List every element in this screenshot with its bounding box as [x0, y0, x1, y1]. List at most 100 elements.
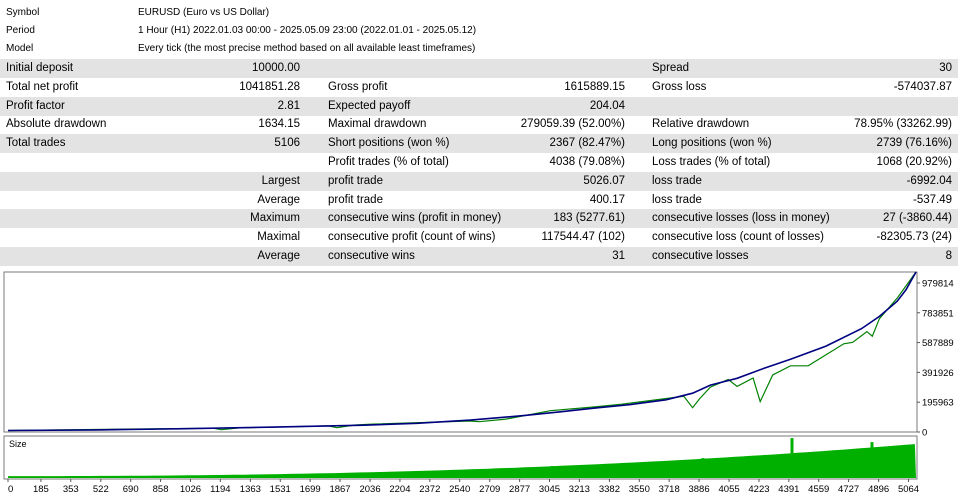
stat-label: profit trade — [328, 174, 383, 187]
header-value: Every tick (the most precise method base… — [138, 43, 476, 54]
stat-label: consecutive losses — [652, 250, 749, 262]
x-tick-label: 1531 — [270, 484, 291, 495]
y-tick-label: 195963 — [922, 398, 954, 409]
header-key: Symbol — [6, 7, 40, 18]
size-spike — [550, 466, 554, 478]
stat-value: 10000.00 — [252, 62, 300, 74]
stat-value: 117544.47 (102) — [541, 231, 625, 244]
stat-label: Total net profit — [6, 80, 79, 93]
stat-value: 5026.07 — [583, 174, 625, 187]
stat-value: Average — [257, 250, 300, 262]
header-value: 1 Hour (H1) 2022.01.03 00:00 - 2025.05.0… — [138, 25, 477, 36]
stat-value: 31 — [612, 250, 625, 262]
stats-row: Profit factor 2.81 Expected payoff 204.04 — [0, 96, 958, 116]
stats-row: Average consecutive wins 31 consecutive los… — [0, 247, 958, 266]
header-row: Model Every tick (the most precise method… — [0, 40, 960, 58]
stat-value: 183 (5277.61) — [553, 212, 625, 225]
stats-row: Average profit trade 400.17 loss trade -537.… — [0, 191, 958, 210]
stat-value: 2739 (76.16%) — [876, 137, 952, 150]
x-tick-label: 4727 — [838, 484, 859, 495]
stat-value: 1634.15 — [258, 118, 300, 131]
size-spike — [666, 462, 669, 478]
chart-frame — [3, 271, 918, 433]
x-tick-label: 4896 — [868, 484, 889, 495]
x-tick-label: 4223 — [748, 484, 769, 495]
stat-value: 5106 — [274, 137, 300, 150]
x-tick-label: 3550 — [629, 484, 650, 495]
stat-value: Maximum — [250, 212, 300, 225]
x-tick-label: 2204 — [389, 484, 410, 495]
stat-value: 2367 (82.47%) — [549, 137, 625, 150]
size-area — [8, 444, 916, 478]
stat-label: Gross loss — [652, 80, 707, 93]
x-tick-label: 185 — [33, 484, 49, 495]
size-spike — [701, 458, 705, 478]
stat-label: Maximal drawdown — [328, 118, 427, 131]
y-tick-label: 391926 — [922, 368, 954, 379]
stat-value: 78.95% (33262.99) — [854, 118, 952, 131]
x-tick-label: 0 — [8, 484, 13, 495]
stat-label: Expected payoff — [328, 99, 411, 112]
header-key: Period — [6, 25, 35, 36]
x-tick-label: 522 — [93, 484, 109, 495]
x-tick-label: 3045 — [539, 484, 560, 495]
stats-row: Largest profit trade 5026.07 loss trade -699… — [0, 171, 958, 191]
stat-value: 2.81 — [277, 99, 300, 112]
stat-label: Initial deposit — [6, 62, 74, 74]
stat-label: loss trade — [652, 193, 702, 206]
stat-label: Profit factor — [6, 99, 65, 112]
stat-label: Total trades — [6, 137, 66, 150]
header-row: Symbol EURUSD (Euro vs US Dollar) — [0, 4, 960, 22]
stats-row: Total net profit 1041851.28 Gross profit 16… — [0, 78, 958, 97]
stat-value: 1068 (20.92%) — [876, 156, 952, 168]
stat-value: 400.17 — [589, 193, 625, 206]
stat-value: -82305.73 (24) — [876, 231, 952, 244]
y-tick-label: 783851 — [922, 308, 954, 319]
stat-value: 30 — [939, 62, 952, 74]
stats-row: Profit trades (% of total) 4038 (79.08%) L… — [0, 153, 958, 172]
x-tick-label: 858 — [153, 484, 169, 495]
x-tick-label: 1867 — [329, 484, 350, 495]
y-tick-label: 0 — [922, 428, 927, 439]
stat-label: consecutive profit (count of wins) — [328, 231, 496, 244]
stats-row: Maximal consecutive profit (count of wins… — [0, 228, 958, 247]
balance-chart: Size 0 195963 391926 587889 783851 979814 0 18… — [3, 271, 954, 495]
y-tick-label: 979814 — [922, 278, 954, 289]
header-key: Model — [6, 43, 34, 54]
x-tick-label: 2709 — [479, 484, 500, 495]
x-tick-label: 2036 — [359, 484, 380, 495]
x-tick-label: 1699 — [300, 484, 321, 495]
stat-value: Largest — [261, 174, 300, 187]
stat-label: Gross profit — [328, 80, 388, 93]
header-row: Period 1 Hour (H1) 2022.01.03 00:00 - 202… — [0, 22, 960, 40]
x-tick-label: 5064 — [898, 484, 919, 495]
stats-row: Total trades 5106 Short positions (won %) 2… — [0, 134, 958, 154]
x-tick-label: 4055 — [719, 484, 740, 495]
x-tick-label: 2540 — [449, 484, 470, 495]
stat-value: 279059.39 (52.00%) — [520, 118, 625, 131]
stat-value: 27 (-3860.44) — [882, 212, 952, 225]
y-tick-label: 587889 — [922, 338, 954, 349]
size-spike — [870, 442, 874, 478]
stat-label: profit trade — [328, 193, 383, 206]
stats-row: Initial deposit 10000.00 Spread 30 — [0, 59, 958, 78]
stats-row: Maximum consecutive wins (profit in money… — [0, 209, 958, 229]
stat-label: consecutive loss (count of losses) — [652, 231, 824, 244]
x-tick-label: 353 — [63, 484, 79, 495]
stat-value: -574037.87 — [893, 80, 952, 93]
stat-label: Long positions (won %) — [652, 137, 772, 150]
stat-label: Spread — [652, 62, 690, 74]
x-tick-label: 1363 — [240, 484, 261, 495]
size-spike — [585, 466, 589, 478]
size-label: Size — [9, 439, 27, 449]
stat-label: Profit trades (% of total) — [328, 156, 449, 168]
stat-value: Average — [257, 193, 300, 206]
stat-label: consecutive losses (loss in money) — [652, 212, 830, 225]
size-spike — [763, 456, 767, 478]
x-tick-label: 3213 — [569, 484, 590, 495]
size-spike — [888, 462, 892, 478]
x-tick-label: 4559 — [808, 484, 829, 495]
stat-value: 1615889.15 — [564, 80, 625, 93]
x-tick-label: 2877 — [509, 484, 530, 495]
size-spike — [790, 438, 794, 478]
